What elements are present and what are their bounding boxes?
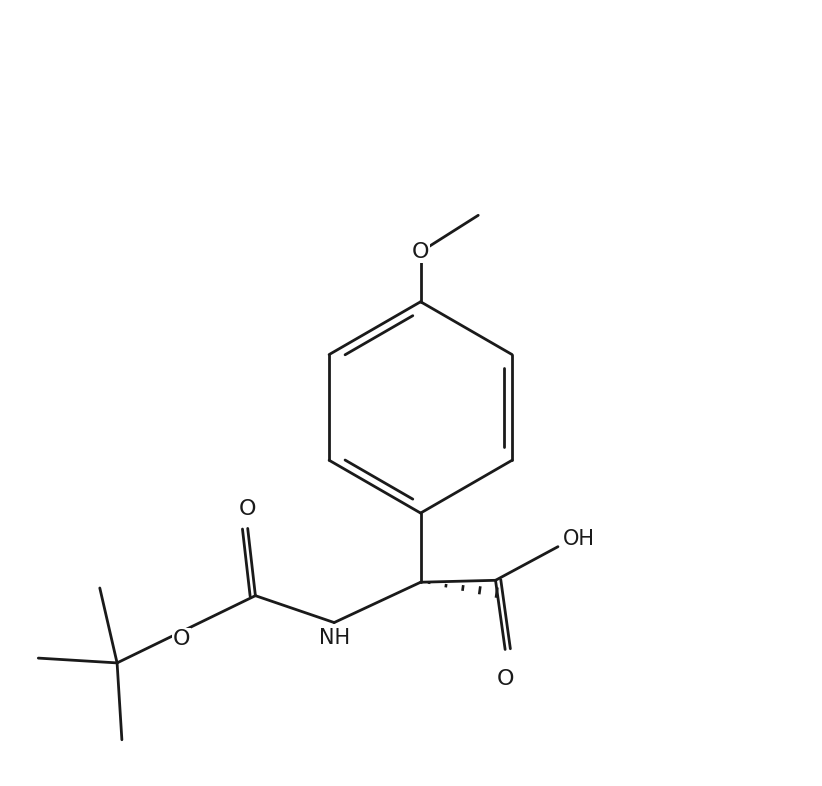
Text: O: O (239, 499, 256, 520)
Text: O: O (412, 242, 429, 262)
Text: O: O (173, 629, 190, 649)
Text: OH: OH (563, 529, 595, 549)
Text: NH: NH (319, 628, 349, 648)
Text: O: O (496, 669, 514, 689)
